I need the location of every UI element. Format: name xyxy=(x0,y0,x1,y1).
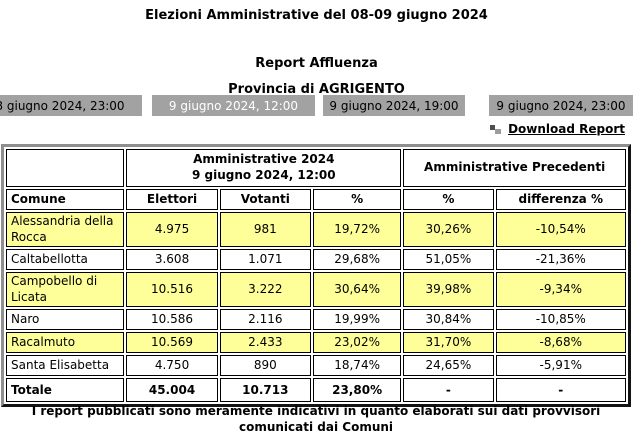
cell-totale-prev-pct: - xyxy=(403,378,494,403)
cell-diff: -10,54% xyxy=(495,212,626,248)
cell-prev-pct: 39,98% xyxy=(403,272,494,308)
cell-pct: 19,99% xyxy=(312,309,402,331)
group-header-current: Amministrative 2024 9 giugno 2024, 12:00 xyxy=(126,149,402,187)
cell-prev-pct: 30,26% xyxy=(403,212,494,248)
cell-pct: 23,02% xyxy=(312,332,402,354)
cell-votanti: 890 xyxy=(219,355,311,377)
table-row-naro: Naro 10.586 2.116 19,99% 30,84% -10,85% xyxy=(6,309,626,331)
table-row-santa-elisabetta: Santa Elisabetta 4.750 890 18,74% 24,65%… xyxy=(6,355,626,377)
table-row-racalmuto: Racalmuto 10.569 2.433 23,02% 31,70% -8,… xyxy=(6,332,626,354)
cell-elettori: 10.586 xyxy=(126,309,218,331)
tab-9-giugno-23-00[interactable]: 9 giugno 2024, 23:00 xyxy=(489,95,633,116)
group-header-current-line1: Amministrative 2024 xyxy=(193,152,335,167)
cell-prev-pct: 31,70% xyxy=(403,332,494,354)
cell-prev-pct: 51,05% xyxy=(403,249,494,271)
cell-votanti: 2.433 xyxy=(219,332,311,354)
col-header-comune: Comune xyxy=(6,189,125,210)
cell-pct: 19,72% xyxy=(312,212,402,248)
cell-pct: 18,74% xyxy=(312,355,402,377)
cell-totale-elettori: 45.004 xyxy=(126,378,218,403)
cell-elettori: 10.569 xyxy=(126,332,218,354)
cell-diff: -9,34% xyxy=(495,272,626,308)
cell-votanti: 1.071 xyxy=(219,249,311,271)
tab-9-giugno-19-00[interactable]: 9 giugno 2024, 19:00 xyxy=(323,95,465,116)
cell-elettori: 3.608 xyxy=(126,249,218,271)
tab-8-giugno-23-00[interactable]: 8 giugno 2024, 23:00 xyxy=(0,95,142,116)
province-title: Provincia di AGRIGENTO xyxy=(228,82,405,97)
cell-votanti: 3.222 xyxy=(219,272,311,308)
col-header-votanti: Votanti xyxy=(219,189,311,210)
cell-votanti: 981 xyxy=(219,212,311,248)
group-header-current-line2: 9 giugno 2024, 12:00 xyxy=(191,168,336,182)
report-subtitle: Report Affluenza xyxy=(255,56,378,71)
cell-comune: Caltabellotta xyxy=(6,249,125,271)
cell-pct: 29,68% xyxy=(312,249,402,271)
group-header-previous: Amministrative Precedenti xyxy=(403,149,626,187)
table-row-totale: Totale 45.004 10.713 23,80% - - xyxy=(6,378,626,403)
col-header-elettori: Elettori xyxy=(126,189,218,210)
cell-comune: Campobello di Licata xyxy=(6,272,125,308)
cell-totale-votanti: 10.713 xyxy=(219,378,311,403)
cell-comune: Santa Elisabetta xyxy=(6,355,125,377)
cell-diff: -21,36% xyxy=(495,249,626,271)
cell-elettori: 10.516 xyxy=(126,272,218,308)
cell-votanti: 2.116 xyxy=(219,309,311,331)
cell-prev-pct: 24,65% xyxy=(403,355,494,377)
corner-cell xyxy=(6,149,125,187)
table-row-alessandria-della-rocca: Alessandria della Rocca 4.975 981 19,72%… xyxy=(6,212,626,248)
cell-elettori: 4.975 xyxy=(126,212,218,248)
table-row-caltabellotta: Caltabellotta 3.608 1.071 29,68% 51,05% … xyxy=(6,249,626,271)
cell-comune: Racalmuto xyxy=(6,332,125,354)
cell-elettori: 4.750 xyxy=(126,355,218,377)
download-report-label: Download Report xyxy=(508,122,625,136)
footer-note: I report pubblicati sono meramente indic… xyxy=(31,404,601,435)
cell-diff: -10,85% xyxy=(495,309,626,331)
download-squares-icon xyxy=(490,124,502,135)
tab-9-giugno-12-00-selected[interactable]: 9 giugno 2024, 12:00 xyxy=(152,95,315,116)
cell-diff: -5,91% xyxy=(495,355,626,377)
page-title: Elezioni Amministrative del 08-09 giugno… xyxy=(145,8,488,23)
download-report-link[interactable]: Download Report xyxy=(490,122,625,136)
table-row-campobello-di-licata: Campobello di Licata 10.516 3.222 30,64%… xyxy=(6,272,626,308)
time-tabs: 8 giugno 2024, 23:00 9 giugno 2024, 12:0… xyxy=(0,95,633,116)
cell-pct: 30,64% xyxy=(312,272,402,308)
cell-totale-diff: - xyxy=(495,378,626,403)
cell-totale-label: Totale xyxy=(6,378,125,403)
cell-comune: Alessandria della Rocca xyxy=(6,212,125,248)
cell-prev-pct: 30,84% xyxy=(403,309,494,331)
col-header-prev-pct: % xyxy=(403,189,494,210)
cell-totale-pct: 23,80% xyxy=(312,378,402,403)
cell-diff: -8,68% xyxy=(495,332,626,354)
col-header-diff: differenza % xyxy=(495,189,626,210)
col-header-pct: % xyxy=(312,189,402,210)
cell-comune: Naro xyxy=(6,309,125,331)
affluenza-table: Amministrative 2024 9 giugno 2024, 12:00… xyxy=(1,144,631,408)
